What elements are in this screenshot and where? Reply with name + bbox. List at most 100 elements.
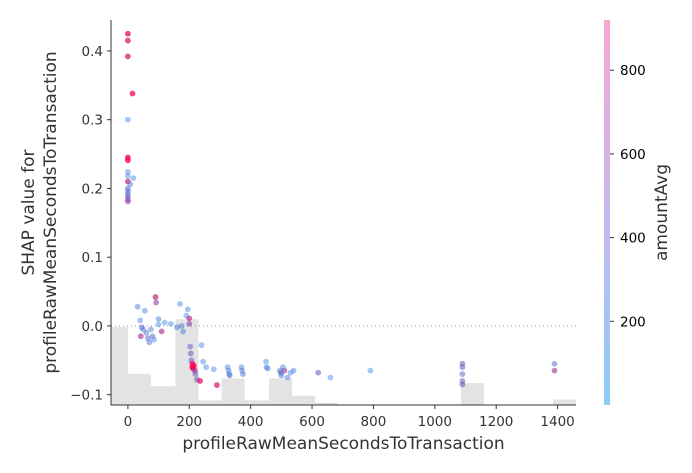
data-point — [146, 339, 153, 346]
data-point — [186, 320, 193, 327]
colorbar-tick-label: 200 — [620, 314, 646, 330]
data-point — [287, 369, 294, 376]
data-point — [551, 360, 558, 367]
data-point — [263, 358, 269, 365]
data-point — [240, 371, 246, 377]
data-point — [226, 371, 233, 377]
data-point — [161, 319, 168, 326]
data-point — [124, 173, 131, 179]
data-point — [158, 328, 165, 335]
data-point — [130, 175, 137, 182]
scatter-points — [124, 30, 558, 388]
histogram-bar — [315, 402, 339, 405]
x-axis-ticks: 0 200 400 600 800 1000 1200 1400 — [124, 405, 575, 430]
colorbar-tick-label: 800 — [620, 63, 646, 79]
data-point — [263, 364, 270, 371]
data-point — [315, 369, 322, 376]
x-axis-label: profileRawMeanSecondsToTransaction — [182, 434, 504, 454]
data-point — [284, 374, 291, 381]
histogram-bar — [460, 383, 484, 405]
data-point — [141, 307, 148, 314]
data-point — [174, 324, 180, 331]
x-tick-label: 0 — [124, 414, 133, 430]
data-point — [124, 116, 131, 123]
histogram-bar — [127, 373, 151, 405]
data-point — [124, 157, 131, 164]
colorbar-tick-label: 400 — [620, 231, 646, 247]
data-point — [153, 299, 160, 306]
histogram-bar — [150, 386, 176, 405]
y-tick-label: 0.3 — [82, 113, 103, 129]
data-point — [238, 364, 245, 371]
data-point — [210, 366, 217, 373]
histogram-bars — [111, 319, 576, 405]
axes — [110, 20, 576, 406]
histogram-bar — [269, 378, 293, 405]
data-point — [151, 336, 157, 343]
data-point — [180, 328, 187, 335]
data-point — [197, 378, 203, 384]
histogram-bar — [111, 327, 128, 405]
colorbar-tick-label: 600 — [620, 147, 646, 163]
data-point — [124, 188, 131, 195]
x-tick-label: 1200 — [479, 414, 513, 430]
data-point — [124, 185, 131, 192]
y-tick-label: 0.0 — [82, 319, 103, 335]
data-point — [239, 367, 245, 374]
data-point — [124, 198, 131, 205]
data-point — [226, 372, 233, 379]
data-point — [187, 350, 194, 357]
histogram-bar — [175, 319, 199, 405]
data-point — [198, 342, 205, 349]
data-point — [152, 294, 159, 300]
y-axis-label-line1: SHAP value for — [19, 149, 39, 275]
data-point — [143, 329, 150, 336]
data-point — [137, 333, 144, 340]
data-point — [551, 367, 558, 374]
data-point — [127, 181, 134, 188]
y-tick-label: 0.2 — [82, 181, 103, 197]
data-point — [276, 367, 283, 374]
data-point — [290, 367, 297, 374]
colorbar-ticks: 200 400 600 800 — [610, 63, 646, 330]
data-point — [192, 371, 199, 377]
x-tick-label: 400 — [238, 414, 264, 430]
data-point — [281, 367, 288, 374]
data-point — [155, 316, 162, 322]
x-tick-label: 200 — [176, 414, 202, 430]
data-point — [178, 323, 185, 329]
x-tick-label: 600 — [299, 414, 325, 430]
data-point — [149, 333, 156, 340]
histogram-bar — [244, 400, 270, 405]
data-point — [213, 382, 220, 388]
data-point — [124, 37, 131, 44]
data-point — [167, 320, 174, 327]
data-point — [225, 367, 232, 374]
y-axis-ticks: −0.1 0.0 0.1 0.2 0.3 0.4 — [70, 44, 111, 404]
colorbar — [604, 20, 610, 405]
data-point — [224, 364, 231, 371]
colorbar-label: amountAvg — [652, 164, 672, 261]
y-tick-label: −0.1 — [70, 388, 103, 404]
histogram-bar — [552, 399, 576, 405]
data-point — [327, 374, 334, 381]
data-point — [200, 358, 206, 365]
data-point — [124, 178, 131, 185]
data-point — [186, 315, 193, 322]
x-tick-label: 1000 — [418, 414, 452, 430]
histogram-bar — [292, 395, 316, 405]
data-point — [124, 169, 131, 175]
data-point — [203, 364, 210, 371]
data-point — [124, 30, 131, 37]
data-point — [148, 326, 154, 333]
data-point — [367, 367, 374, 374]
histogram-bar — [198, 400, 222, 405]
data-point — [144, 335, 151, 342]
data-point — [137, 317, 144, 324]
data-point — [155, 321, 162, 328]
data-point — [129, 90, 136, 97]
data-point — [264, 365, 271, 372]
data-point — [134, 303, 141, 310]
